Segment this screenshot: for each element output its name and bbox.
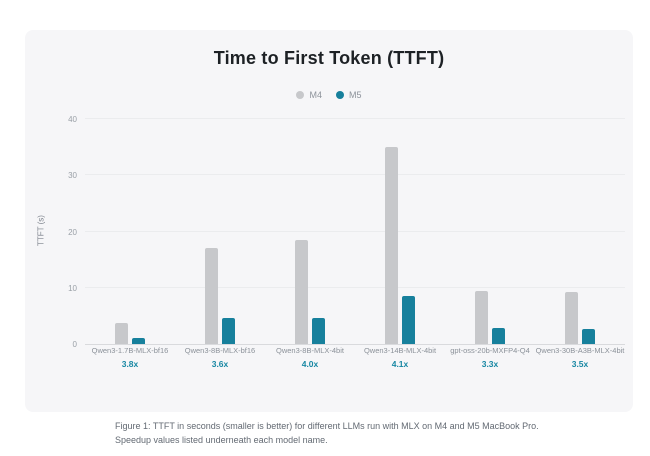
x-label-block: gpt-oss-20b-MXFP4-Q4 3.3x xyxy=(445,346,535,369)
x-label-block: Qwen3-30B-A3B-MLX-4bit 3.5x xyxy=(535,346,625,369)
legend-dot-m4 xyxy=(296,91,305,99)
bar-m5 xyxy=(582,329,595,344)
model-name: Qwen3-8B-MLX-4bit xyxy=(276,346,344,355)
bar-m5 xyxy=(222,318,235,344)
speedup-value: 3.5x xyxy=(571,359,589,369)
bar-m4 xyxy=(205,248,218,344)
y-tick-label: 10 xyxy=(68,283,77,293)
gridline xyxy=(85,286,625,288)
bar-group xyxy=(175,120,265,344)
bar-group xyxy=(445,120,535,344)
model-name: Qwen3-1.7B-MLX-bf16 xyxy=(91,346,169,355)
legend-item-m4: M4 xyxy=(296,90,322,100)
speedup-value: 3.8x xyxy=(121,359,139,369)
bar-group xyxy=(265,120,355,344)
bar-m4 xyxy=(385,147,398,344)
bar-m5 xyxy=(492,328,505,344)
x-label-block: Qwen3-8B-MLX-4bit 4.0x xyxy=(265,346,355,369)
speedup-value: 4.0x xyxy=(301,359,319,369)
bar-m4 xyxy=(475,290,488,344)
model-name: Qwen3-8B-MLX-bf16 xyxy=(184,346,256,355)
bar-m5 xyxy=(402,295,415,344)
legend: M4 M5 xyxy=(25,90,633,100)
bar-m5 xyxy=(312,318,325,344)
chart-card: Time to First Token (TTFT) M4 M5 TTFT (s)… xyxy=(25,30,633,412)
legend-label: M5 xyxy=(349,90,362,100)
speedup-value: 3.6x xyxy=(211,359,229,369)
plot-area xyxy=(85,118,625,345)
chart-title: Time to First Token (TTFT) xyxy=(213,48,445,68)
bar-m4 xyxy=(295,239,308,344)
x-label-block: Qwen3-1.7B-MLX-bf16 3.8x xyxy=(85,346,175,369)
x-label-block: Qwen3-8B-MLX-bf16 3.6x xyxy=(175,346,265,369)
y-tick-label: 30 xyxy=(68,171,77,181)
bar-m4 xyxy=(115,323,128,344)
gridline xyxy=(85,230,625,232)
bar-group xyxy=(355,120,445,344)
gridline xyxy=(85,174,625,176)
model-name: Qwen3-14B-MLX-4bit xyxy=(363,346,437,355)
bar-group xyxy=(535,120,625,344)
speedup-value: 4.1x xyxy=(391,359,409,369)
y-tick-label: 0 xyxy=(72,340,77,349)
y-tick-label: 20 xyxy=(68,227,77,237)
y-tick-label: 40 xyxy=(68,115,77,124)
legend-dot-m5 xyxy=(336,91,344,99)
bar-m5 xyxy=(132,338,145,344)
figure-caption: Figure 1: TTFT in seconds (smaller is be… xyxy=(115,421,539,445)
model-name: gpt-oss-20b-MXFP4-Q4 xyxy=(450,346,530,355)
legend-label: M4 xyxy=(309,90,322,100)
gridline xyxy=(85,118,625,119)
speedup-value: 3.3x xyxy=(481,359,499,369)
model-name: Qwen3-30B-A3B-MLX-4bit xyxy=(535,346,625,355)
x-label-block: Qwen3-14B-MLX-4bit 4.1x xyxy=(355,346,445,369)
legend-item-m5: M5 xyxy=(336,90,362,100)
bar-group xyxy=(85,120,175,344)
y-axis-ticks: 0 10 20 30 40 xyxy=(25,115,77,349)
bar-m4 xyxy=(565,291,578,344)
